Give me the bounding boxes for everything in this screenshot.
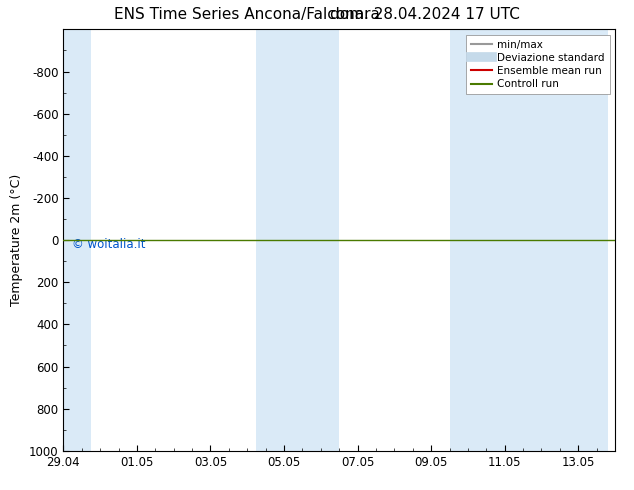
Legend: min/max, Deviazione standard, Ensemble mean run, Controll run: min/max, Deviazione standard, Ensemble m… xyxy=(466,35,610,95)
Text: ENS Time Series Ancona/Falconara: ENS Time Series Ancona/Falconara xyxy=(114,7,380,23)
Bar xyxy=(256,29,339,451)
Bar xyxy=(450,29,607,451)
Text: © woitalia.it: © woitalia.it xyxy=(72,238,145,251)
Text: dom. 28.04.2024 17 UTC: dom. 28.04.2024 17 UTC xyxy=(330,7,520,23)
Bar xyxy=(63,29,91,451)
Y-axis label: Temperature 2m (°C): Temperature 2m (°C) xyxy=(10,174,23,306)
